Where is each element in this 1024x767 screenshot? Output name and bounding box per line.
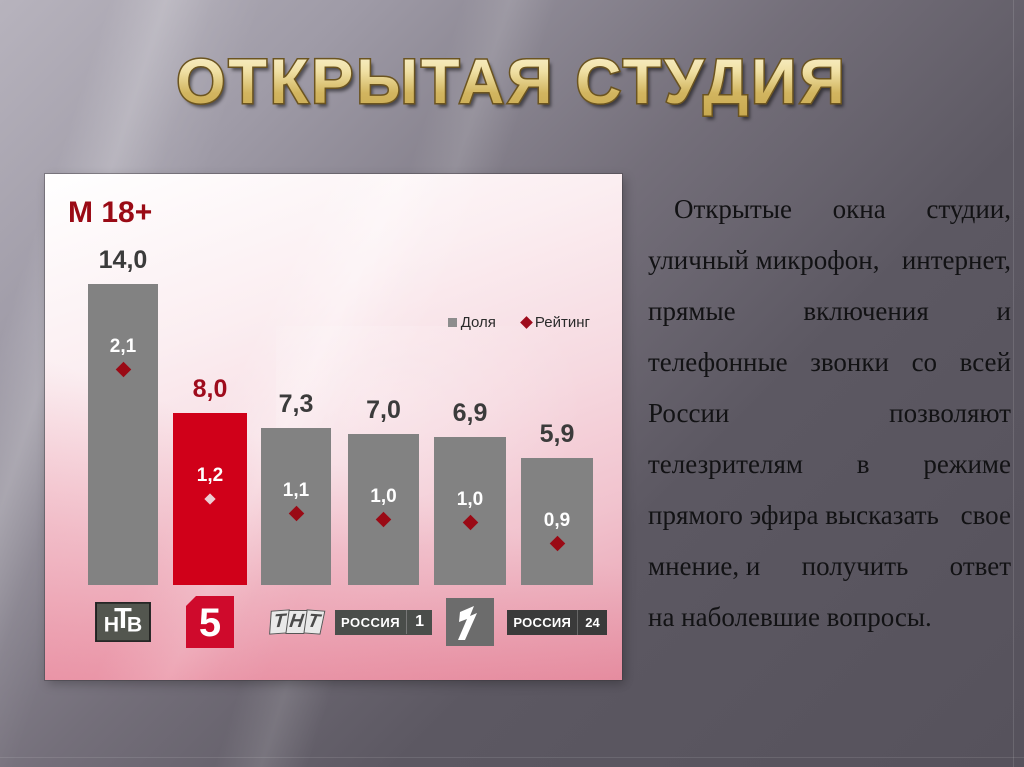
svg-text:B: B	[127, 614, 142, 637]
svg-text:5: 5	[199, 601, 221, 645]
